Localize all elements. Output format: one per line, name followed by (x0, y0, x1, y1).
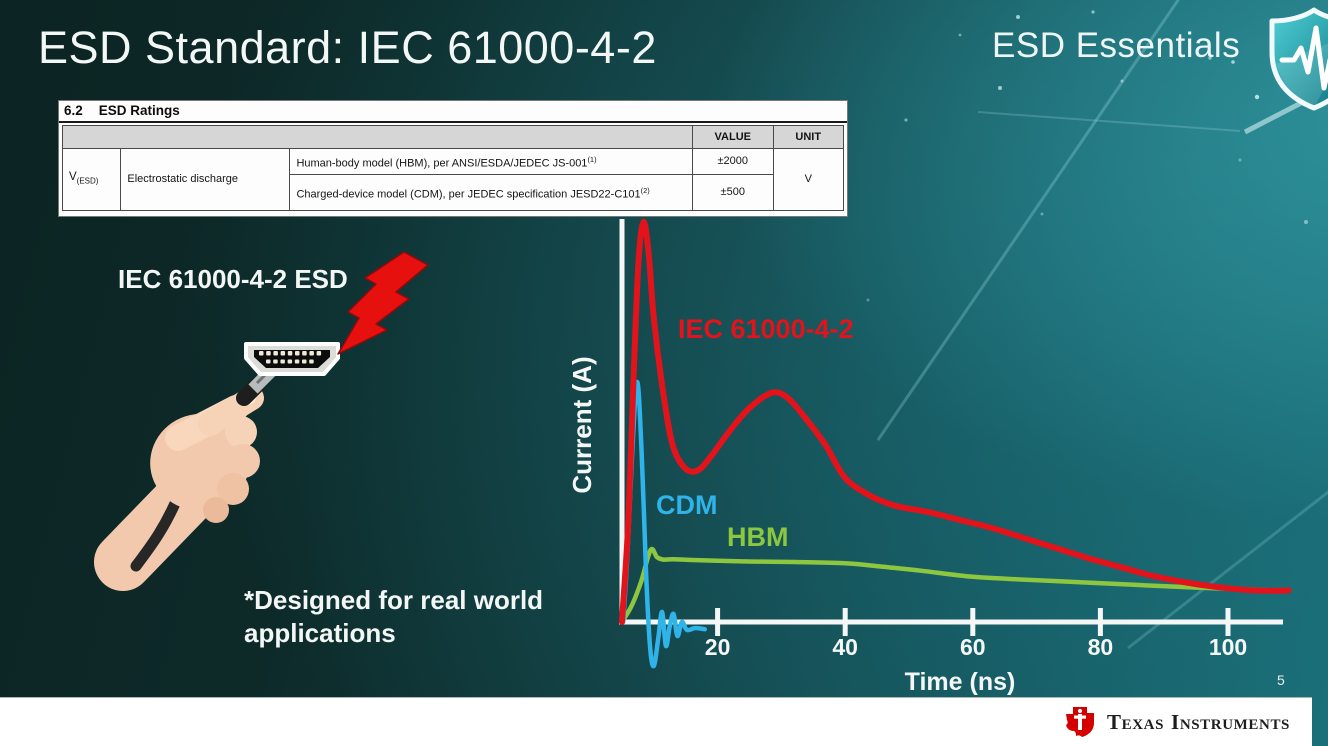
x-tick-label: 80 (1088, 634, 1114, 660)
series-label: CDM (656, 490, 718, 520)
header-blank (62, 125, 693, 149)
footnote: *Designed for real world applications (244, 584, 543, 650)
hbm-value-cell: ±2000 (692, 148, 774, 175)
illustration-label: IEC 61000-4-2 ESD (118, 264, 348, 294)
x-tick-label: 40 (832, 634, 858, 660)
shield-pulse-icon (1269, 7, 1328, 111)
cdm-desc-cell: Charged-device model (CDM), per JEDEC sp… (289, 174, 693, 211)
series-iec-61000-4-2 (618, 218, 1292, 625)
table-row: V(ESD) Electrostatic discharge Human-bod… (61, 148, 844, 211)
x-tick-label: 100 (1209, 634, 1247, 660)
section-title: ESD Ratings (98, 103, 180, 118)
sparkle-dots (866, 10, 1308, 302)
symbol-cell: V(ESD) (61, 148, 122, 211)
hbm-desc-cell: Human-body model (HBM), per ANSI/ESDA/JE… (289, 148, 693, 175)
esd-ratings-table: 6.2 ESD Ratings VALUE UNIT V(ESD) Electr… (58, 100, 848, 217)
footer-bar: Texas Instruments (0, 697, 1312, 746)
footnote-line1: *Designed for real world (244, 585, 544, 615)
x-tick-label: 20 (705, 634, 731, 660)
ti-logo-icon (1066, 707, 1094, 737)
ti-logo-wordmark: Texas Instruments (1107, 709, 1290, 734)
x-axis-label: Time (ns) (905, 668, 1016, 696)
unit-cell: V (772, 148, 844, 211)
hdmi-connector-icon (244, 342, 340, 376)
table-heading: 6.2 ESD Ratings (59, 101, 847, 123)
y-axis-label: Current (A) (567, 356, 597, 493)
series-label: HBM (727, 522, 789, 552)
header-value: VALUE (692, 125, 774, 149)
series-hbm (619, 546, 1269, 625)
header-unit: UNIT (772, 125, 844, 149)
x-tick-label: 60 (960, 634, 986, 660)
table-row: Charged-device model (CDM), per JEDEC sp… (63, 174, 844, 211)
brand-title: ESD Essentials (992, 26, 1241, 65)
hand-illustration (94, 384, 264, 591)
section-number: 6.2 (64, 103, 83, 118)
parameter-cell: Electrostatic discharge (120, 148, 291, 211)
footnote-line2: applications (244, 618, 396, 648)
page-number: 5 (1277, 672, 1285, 688)
slide-title: ESD Standard: IEC 61000-4-2 (38, 22, 657, 73)
cdm-value-cell: ±500 (692, 174, 774, 211)
lightning-bolt-icon (337, 251, 429, 355)
series-label: IEC 61000-4-2 (678, 314, 854, 344)
